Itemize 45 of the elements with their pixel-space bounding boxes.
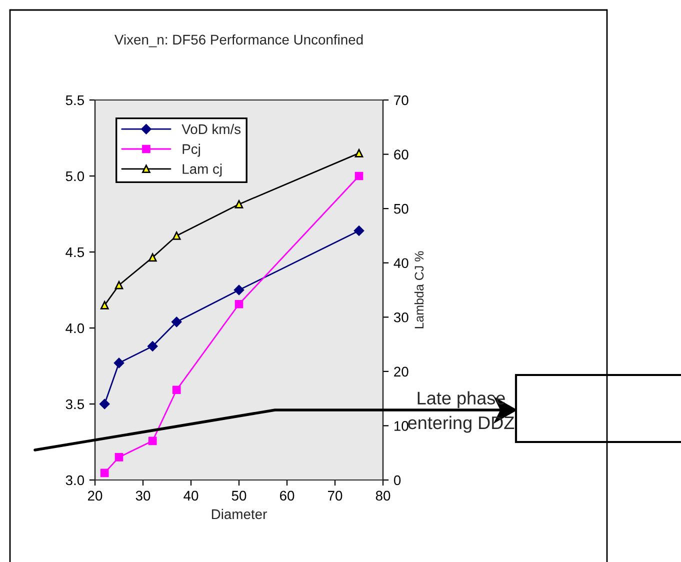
x-tick-label: 60: [280, 490, 294, 501]
y2-tick-label: 0: [394, 475, 401, 486]
point: [114, 280, 124, 290]
point: [99, 398, 110, 410]
point: [171, 316, 182, 328]
point: [114, 358, 124, 368]
point: [354, 172, 364, 180]
point: [100, 468, 109, 478]
point: [114, 453, 124, 462]
legend-label: Lam cj: [182, 164, 222, 177]
point: [100, 301, 109, 310]
point: [148, 436, 157, 446]
legend-label: Pcj: [182, 144, 200, 157]
point: [172, 386, 181, 394]
x-tick-label: 80: [376, 490, 390, 501]
y2-tick-label: 10: [394, 421, 408, 431]
point: [172, 232, 181, 240]
y-tick-label: 3.5: [66, 399, 84, 410]
x-tick-label: 20: [88, 490, 102, 501]
y2-tick-label: 30: [394, 312, 408, 322]
x-axis-title: Diameter: [212, 508, 267, 520]
y2-tick-label: 40: [394, 258, 408, 268]
point: [234, 300, 244, 308]
y2-axis-title: Lambda CJ %: [414, 251, 424, 328]
point: [147, 341, 158, 352]
y-tick-label: 3.0: [66, 475, 84, 486]
y-tick-label: 5.5: [66, 95, 84, 106]
y-tick-label: 5.0: [66, 171, 84, 182]
y-tick-label: 4.0: [66, 323, 84, 334]
legend-label: VoD km/s: [182, 124, 241, 134]
point: [354, 149, 364, 158]
y2-tick-label: 20: [394, 366, 408, 377]
y2-tick-label: 70: [394, 95, 408, 106]
y2-tick-label: 60: [394, 150, 408, 160]
point: [148, 253, 157, 262]
chart-title: Vixen_n: DF56 Performance Unconfined: [114, 34, 363, 48]
point: [354, 226, 364, 236]
x-tick-label: 70: [328, 490, 342, 501]
point: [234, 200, 244, 208]
y-tick-label: 4.5: [66, 247, 84, 258]
point: [234, 284, 244, 296]
x-tick-label: 40: [184, 490, 198, 501]
x-tick-label: 50: [232, 490, 246, 501]
x-tick-label: 30: [136, 490, 150, 501]
y2-tick-label: 50: [394, 204, 408, 214]
